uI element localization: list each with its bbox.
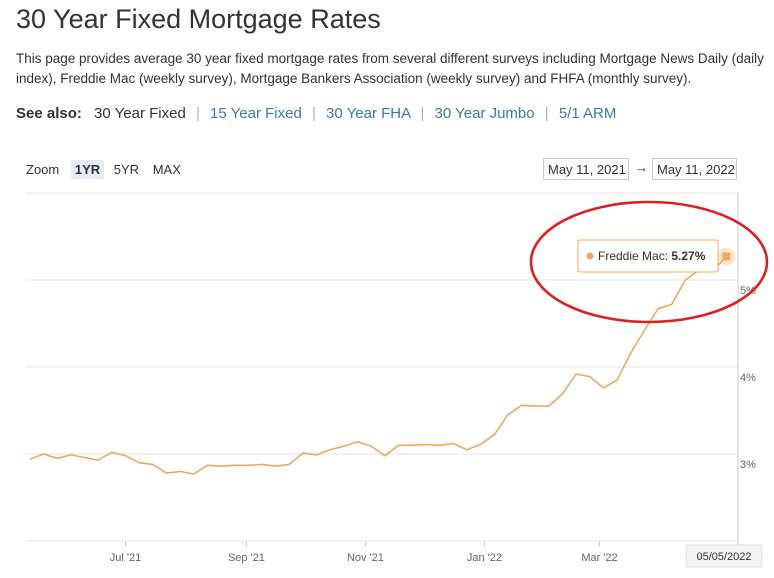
zoom-1yr-button[interactable]: 1YR <box>70 160 105 179</box>
see-also-label: See also: <box>16 105 82 122</box>
date-range-arrow: → <box>635 160 648 175</box>
tooltip-value: 5.27% <box>671 249 705 263</box>
see-also-separator: | <box>420 105 425 122</box>
chart-grid <box>26 192 738 542</box>
y-tick-label: 5% <box>740 285 756 297</box>
see-also-current: 30 Year Fixed <box>94 105 186 122</box>
see-also-link-5-1-arm[interactable]: 5/1 ARM <box>558 105 617 122</box>
tooltip-series-label: Freddie Mac: <box>598 249 671 263</box>
freddie-mac-series-line <box>29 255 727 475</box>
see-also-separator: | <box>544 105 549 122</box>
crosshair-date-label: 05/05/2022 <box>685 544 763 568</box>
crosshair-date-text: 05/05/2022 <box>696 551 751 563</box>
series-markers <box>717 247 736 266</box>
see-also-link-30-year-fha[interactable]: 30 Year FHA <box>326 105 411 122</box>
see-also-nav: See also: 30 Year Fixed | 15 Year Fixed … <box>16 105 616 122</box>
x-tick-label: Jan '22 <box>467 552 502 564</box>
tooltip-box <box>577 239 719 273</box>
page-title: 30 Year Fixed Mortgage Rates <box>16 4 381 34</box>
see-also-separator: | <box>195 105 200 122</box>
crosshair-date-box <box>685 544 763 568</box>
x-tick-label: Sep '21 <box>228 552 265 564</box>
highlight-circle-annotation <box>529 200 769 324</box>
zoom-5yr-button[interactable]: 5YR <box>113 162 140 177</box>
tooltip-series-dot <box>586 252 594 260</box>
zoom-max-button[interactable]: MAX <box>152 162 181 177</box>
see-also-link-30-year-jumbo[interactable]: 30 Year Jumbo <box>434 105 535 122</box>
chart-tooltip: Freddie Mac: 5.27% <box>577 239 719 273</box>
date-to-input[interactable]: May 11, 2022 <box>652 158 737 180</box>
hover-point-marker[interactable] <box>722 252 731 261</box>
see-also-separator: | <box>311 105 316 122</box>
page-intro: This page provides average 30 year fixed… <box>16 51 764 86</box>
y-tick-label: 3% <box>740 459 756 471</box>
y-axis-ticks: 2%3%4%5% <box>740 285 756 558</box>
x-tick-label: Nov '21 <box>347 552 384 564</box>
zoom-label: Zoom <box>26 162 60 177</box>
tooltip-text: Freddie Mac: 5.27% <box>598 249 706 263</box>
zoom-controls: Zoom 1YR 5YR MAX <box>26 160 187 179</box>
x-tick-label: Mar '22 <box>581 552 617 564</box>
x-tick-label: Jul '21 <box>110 552 141 564</box>
x-axis-ticks: Jul '21 Sep '21 Nov '21 Jan '22 Mar '22 <box>110 541 618 564</box>
date-from-input[interactable]: May 11, 2021 <box>543 158 629 180</box>
see-also-link-15-year-fixed[interactable]: 15 Year Fixed <box>210 105 302 122</box>
y-tick-label: 4% <box>740 372 756 384</box>
